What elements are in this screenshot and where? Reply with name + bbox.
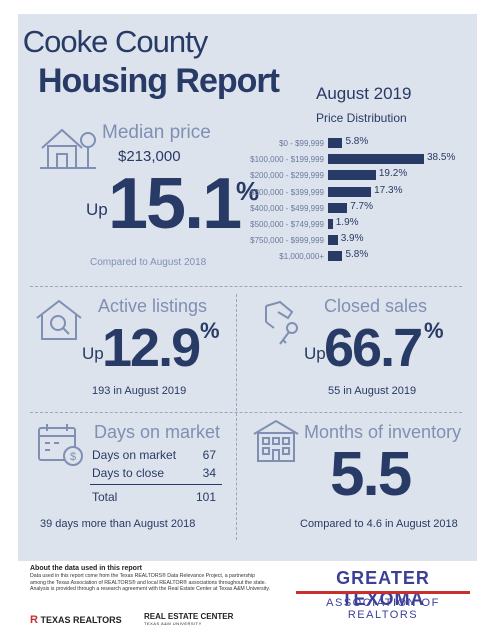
chart-value-label: 5.8% bbox=[345, 136, 369, 147]
active-listings-direction: Up bbox=[82, 344, 104, 363]
house-tree-icon bbox=[38, 124, 98, 170]
chart-value-label: 7.7% bbox=[350, 200, 373, 212]
closed-sales-label: Closed sales bbox=[324, 296, 428, 316]
days-on-market-label: Days on market bbox=[94, 422, 221, 442]
association-name-line2: ASSOCIATION OF REALTORS bbox=[326, 597, 440, 621]
median-price-label: Median price bbox=[102, 122, 211, 143]
chart-value-label: 1.9% bbox=[335, 217, 359, 228]
chart-category-label: $200,000 - $299,999 bbox=[250, 171, 324, 181]
closed-sales-change: 66.7 bbox=[324, 318, 423, 378]
about-heading: About the data used in this report bbox=[30, 565, 143, 572]
active-listings-label: Active listings bbox=[98, 296, 208, 316]
months-inventory-detail: Compared to 4.6 in August 2018 bbox=[300, 518, 458, 530]
real-estate-center-logo: REAL ESTATE CENTER TEXAS A&M UNIVERSITY bbox=[144, 612, 233, 626]
greater-texoma-logo: GREATER TEXOMA ASSOCIATION OF REALTORS bbox=[294, 566, 472, 621]
chart-category-label: $400,000 - $499,999 bbox=[250, 203, 324, 213]
house-magnifier-icon bbox=[34, 298, 84, 342]
chart-row: $750,000 - $999,999 3.9% bbox=[220, 233, 480, 247]
real-estate-center-sub: TEXAS A&M UNIVERSITY bbox=[144, 621, 202, 626]
dom-row-days-on-market: Days on market 67 bbox=[92, 448, 220, 462]
association-logo-bar bbox=[296, 591, 470, 594]
report-month: August 2019 bbox=[316, 84, 412, 103]
chart-value-label: 3.9% bbox=[340, 233, 364, 245]
svg-text:$: $ bbox=[70, 451, 76, 463]
association-name-line1: GREATER TEXOMA bbox=[336, 568, 430, 609]
chart-value-label: 5.8% bbox=[345, 249, 369, 261]
dom-total-value: 101 bbox=[195, 490, 216, 504]
title-report: Housing Report bbox=[38, 62, 280, 100]
active-listings-detail: 193 in August 2019 bbox=[92, 385, 187, 397]
chart-row: $500,000 - $749,999 1.9% bbox=[220, 217, 480, 231]
closed-sales-percent-sign: % bbox=[424, 318, 444, 343]
chart-category-label: $750,000 - $999,999 bbox=[250, 236, 324, 246]
about-text: Data used in this report come from the T… bbox=[30, 573, 270, 593]
chart-value-label: 17.3% bbox=[374, 184, 403, 196]
chart-bar bbox=[328, 219, 333, 229]
chart-row: $400,000 - $499,999 7.7% bbox=[220, 201, 480, 215]
chart-bar bbox=[328, 251, 343, 262]
chart-bar bbox=[328, 170, 376, 181]
dom-row-value: 67 bbox=[202, 448, 216, 462]
chart-bar bbox=[328, 154, 424, 165]
texas-realtors-label: TEXAS REALTORS bbox=[40, 615, 122, 625]
months-inventory-value: 5.5 bbox=[330, 440, 412, 509]
real-estate-center-label: REAL ESTATE CENTER bbox=[144, 612, 234, 621]
chart-bar bbox=[328, 235, 338, 246]
dom-row-days-to-close: Days to close 34 bbox=[92, 466, 220, 480]
dom-total-label: Total bbox=[92, 490, 118, 504]
chart-category-label: $0 - $99,999 bbox=[279, 139, 324, 148]
chart-value-label: 38.5% bbox=[427, 152, 456, 164]
chart-row: $200,000 - $299,999 19.2% bbox=[220, 168, 480, 182]
chart-bar bbox=[328, 186, 372, 197]
chart-category-label: $1,000,000+ bbox=[279, 252, 324, 262]
price-distribution-title: Price Distribution bbox=[316, 111, 407, 125]
hand-key-icon bbox=[262, 298, 306, 348]
report-panel bbox=[18, 14, 477, 561]
dom-total-rule bbox=[90, 484, 222, 485]
median-price-percent-sign: % bbox=[236, 176, 260, 206]
building-icon bbox=[252, 418, 300, 464]
chart-category-label: $500,000 - $749,999 bbox=[250, 220, 324, 229]
dom-row-total: Total 101 bbox=[92, 490, 220, 504]
months-inventory-label: Months of inventory bbox=[304, 422, 462, 442]
title-county: Cooke County bbox=[22, 24, 208, 59]
dom-row-value: 34 bbox=[202, 466, 216, 480]
chart-category-label: $100,000 - $199,999 bbox=[250, 155, 324, 165]
chart-row: $300,000 - $399,999 17.3% bbox=[220, 185, 480, 199]
active-listings-percent-sign: % bbox=[200, 318, 220, 343]
footer-about: About the data used in this report Data … bbox=[30, 565, 270, 593]
median-price-value: $213,000 bbox=[118, 148, 181, 165]
median-price-change: 15.1 bbox=[108, 164, 242, 244]
chart-value-label: 19.2% bbox=[378, 168, 408, 180]
chart-row: $1,000,000+ 5.8% bbox=[220, 249, 480, 263]
chart-bar bbox=[328, 138, 343, 148]
chart-row: $0 - $99,999 5.8% bbox=[220, 136, 480, 150]
chart-row: $100,000 - $199,999 38.5% bbox=[220, 152, 480, 166]
calendar-dollar-icon: $ bbox=[36, 422, 86, 468]
median-price-comparison: Compared to August 2018 bbox=[90, 257, 207, 268]
dom-row-label: Days on market bbox=[92, 448, 177, 462]
divider-vertical bbox=[236, 294, 237, 540]
divider-top bbox=[30, 286, 462, 287]
closed-sales-direction: Up bbox=[304, 344, 326, 363]
dom-row-label: Days to close bbox=[92, 466, 165, 480]
days-on-market-detail: 39 days more than August 2018 bbox=[40, 518, 196, 530]
divider-middle bbox=[30, 412, 462, 413]
chart-bar bbox=[328, 202, 348, 213]
median-price-direction: Up bbox=[86, 200, 108, 219]
closed-sales-detail: 55 in August 2019 bbox=[328, 385, 417, 397]
texas-realtors-logo: R TEXAS REALTORS bbox=[30, 614, 122, 626]
active-listings-change: 12.9 bbox=[102, 318, 201, 378]
chart-category-label: $300,000 - $399,999 bbox=[250, 187, 324, 197]
texas-realtors-r-icon: R bbox=[30, 614, 38, 626]
